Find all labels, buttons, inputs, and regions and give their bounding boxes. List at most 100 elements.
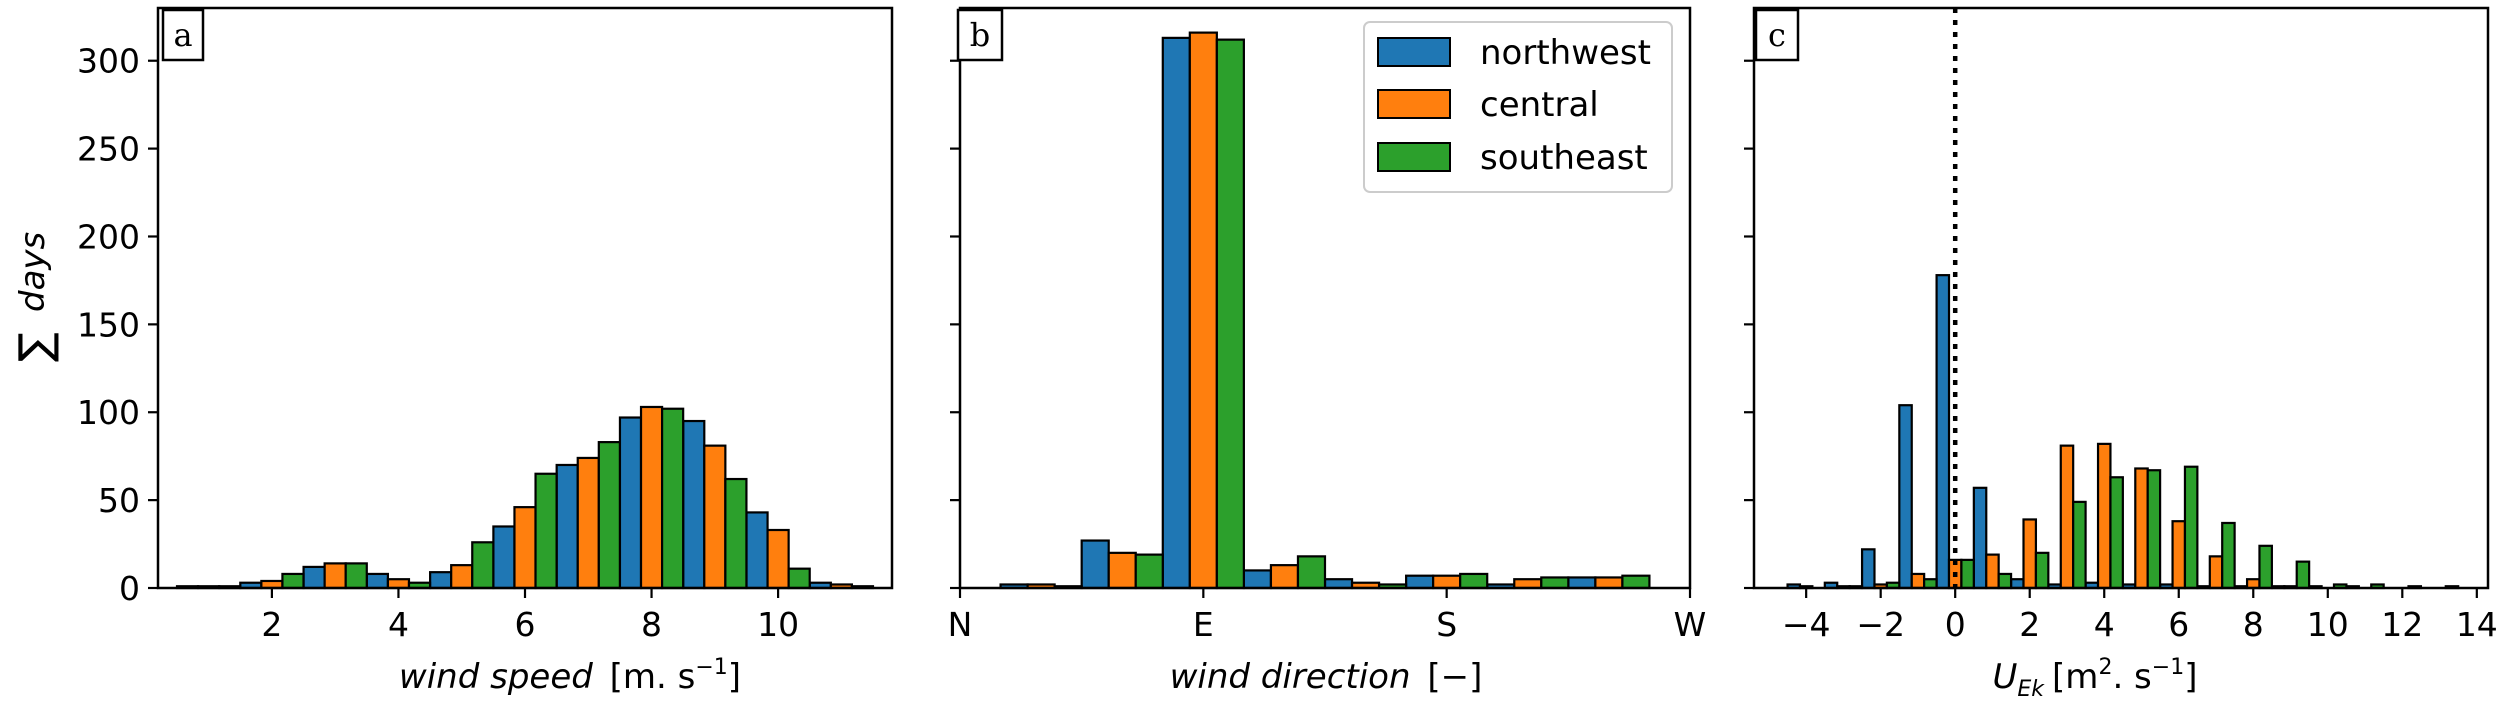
bar-a-northwest-5 xyxy=(492,525,516,590)
x-tick-label-c-5: 6 xyxy=(2168,605,2189,644)
bar-b-central-6 xyxy=(1513,578,1543,590)
x-tick-label-a-2: 6 xyxy=(515,605,536,644)
bar-a-northwest-6 xyxy=(555,463,579,590)
bar-a-central-4 xyxy=(450,564,474,590)
axes-frame-b xyxy=(958,6,1692,590)
y-axis-label: ∑ days xyxy=(10,232,61,362)
legend-swatch-northwest xyxy=(1377,37,1451,67)
bar-c-central-5 xyxy=(1985,553,2000,590)
x-tick-label-b-0: N xyxy=(948,605,973,644)
x-tick-label-a-3: 8 xyxy=(641,605,662,644)
bar-a-southeast-4 xyxy=(471,541,495,590)
bar-c-southeast-11 xyxy=(2221,521,2236,590)
x-tick-label-c-8: 12 xyxy=(2381,605,2423,644)
panel-a: 0 50 100 150 200 250 300 2 4 6 8 10 a wind speed [m… xyxy=(77,6,894,697)
bar-b-central-7 xyxy=(1594,576,1624,590)
y-axis-label-text: days xyxy=(13,232,53,312)
panel-label-c: c xyxy=(1754,8,1800,62)
x-tick-label-a-4: 10 xyxy=(757,605,799,644)
bar-a-southeast-8 xyxy=(724,477,748,590)
bar-c-central-8 xyxy=(2096,442,2112,590)
bar-c-southeast-7 xyxy=(2072,500,2087,590)
y-tick-label-0: 0 xyxy=(119,569,140,608)
panel-label-a-text: a xyxy=(173,16,192,54)
x-tick-label-c-6: 8 xyxy=(2243,605,2264,644)
panel-label-a: a xyxy=(161,8,205,62)
y-tick-label-5: 250 xyxy=(77,130,140,169)
bar-a-central-7 xyxy=(639,405,664,590)
x-tick-label-c-2: 0 xyxy=(1945,605,1966,644)
bar-b-northwest-7 xyxy=(1567,576,1597,590)
y-tick-label-1: 50 xyxy=(98,481,140,520)
bar-c-southeast-5 xyxy=(1997,572,2013,590)
bar-a-southeast-6 xyxy=(597,441,621,590)
x-axis-label-a: wind speed [m. s−1] xyxy=(399,655,741,697)
y-tick-label-3: 150 xyxy=(77,305,140,344)
bar-a-southeast-9 xyxy=(787,567,811,590)
y-tick-label-6: 300 xyxy=(77,42,140,81)
bar-a-northwest-9 xyxy=(745,511,769,590)
x-tick-label-c-9: 14 xyxy=(2456,605,2498,644)
x-tick-label-c-1: −2 xyxy=(1856,605,1905,644)
legend-label-southeast: southeast xyxy=(1480,138,1648,178)
bar-c-central-7 xyxy=(2059,444,2075,590)
bar-a-central-2 xyxy=(323,562,347,590)
bar-a-northwest-7 xyxy=(618,416,643,590)
bar-c-southeast-9 xyxy=(2146,469,2162,590)
bar-b-southeast-6 xyxy=(1540,576,1570,590)
bar-c-southeast-3 xyxy=(1923,578,1938,590)
bar-b-northwest-4 xyxy=(1323,578,1354,590)
bar-b-southeast-5 xyxy=(1459,572,1489,590)
bar-b-central-1 xyxy=(1107,551,1137,590)
bar-c-northwest-3 xyxy=(1898,404,1913,590)
bar-c-central-10 xyxy=(2171,520,2187,590)
bar-c-central-9 xyxy=(2134,467,2149,590)
bar-a-southeast-5 xyxy=(534,472,558,590)
bar-c-southeast-13 xyxy=(2295,560,2311,590)
panel-label-c-text: c xyxy=(1768,16,1786,54)
x-tick-label-b-2: S xyxy=(1436,605,1457,644)
bar-c-central-11 xyxy=(2208,555,2224,590)
bar-b-central-2 xyxy=(1188,31,1218,590)
legend: northwest central southeast xyxy=(1363,21,1673,193)
bar-c-southeast-8 xyxy=(2109,476,2124,590)
bar-a-southeast-2 xyxy=(344,562,368,590)
x-tick-label-c-0: −4 xyxy=(1782,605,1831,644)
bar-c-southeast-4 xyxy=(1960,558,1975,590)
bar-b-northwest-1 xyxy=(1080,539,1110,590)
panel-label-b-text: b xyxy=(970,16,990,54)
bar-c-northwest-4 xyxy=(1935,274,1951,590)
bar-a-central-6 xyxy=(576,456,600,590)
bar-a-central-3 xyxy=(386,578,411,590)
bar-b-central-3 xyxy=(1269,564,1300,590)
panel-c: −4 −2 0 2 4 6 8 10 12 14 c UEk [m2. s−1] xyxy=(1744,6,2498,702)
bar-a-southeast-1 xyxy=(281,572,305,590)
bar-b-northwest-5 xyxy=(1405,574,1435,590)
y-axis-label-symbol: ∑ xyxy=(10,332,61,362)
bar-a-northwest-2 xyxy=(302,565,326,590)
x-axis-label-c: UEk [m2. s−1] xyxy=(1993,655,2198,702)
y-tick-label-2: 100 xyxy=(77,393,140,432)
y-tick-label-4: 200 xyxy=(77,217,140,256)
bar-a-northwest-4 xyxy=(429,571,453,590)
legend-swatch-southeast xyxy=(1377,142,1451,172)
legend-label-central: central xyxy=(1480,85,1599,125)
legend-label-northwest: northwest xyxy=(1480,33,1651,73)
bar-b-northwest-3 xyxy=(1242,569,1273,590)
bar-b-southeast-7 xyxy=(1621,574,1651,590)
axes-frame-c xyxy=(1752,6,2490,590)
bar-c-northwest-2 xyxy=(1860,548,1876,590)
bar-a-northwest-3 xyxy=(365,572,390,590)
bar-a-central-8 xyxy=(703,444,727,590)
x-tick-label-a-1: 4 xyxy=(388,605,409,644)
bar-c-central-6 xyxy=(2022,518,2038,590)
bar-c-northwest-6 xyxy=(2009,578,2025,590)
x-tick-label-a-0: 2 xyxy=(261,605,282,644)
bar-b-northwest-2 xyxy=(1161,36,1191,590)
x-tick-label-c-7: 10 xyxy=(2307,605,2349,644)
bar-c-southeast-6 xyxy=(2034,551,2050,590)
bar-c-southeast-12 xyxy=(2258,544,2273,590)
x-tick-label-c-3: 2 xyxy=(2019,605,2040,644)
x-tick-label-c-4: 4 xyxy=(2094,605,2115,644)
